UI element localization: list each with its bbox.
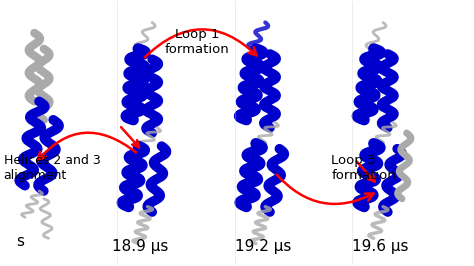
Text: Loop 3
formation: Loop 3 formation	[331, 154, 396, 182]
Text: 19.6 μs: 19.6 μs	[353, 239, 409, 254]
Text: s: s	[16, 234, 24, 249]
Text: Helices 2 and 3
alignment: Helices 2 and 3 alignment	[4, 154, 100, 182]
Text: Loop 1
formation: Loop 1 formation	[164, 28, 229, 56]
Text: 19.2 μs: 19.2 μs	[235, 239, 291, 254]
Text: 18.9 μs: 18.9 μs	[112, 239, 169, 254]
